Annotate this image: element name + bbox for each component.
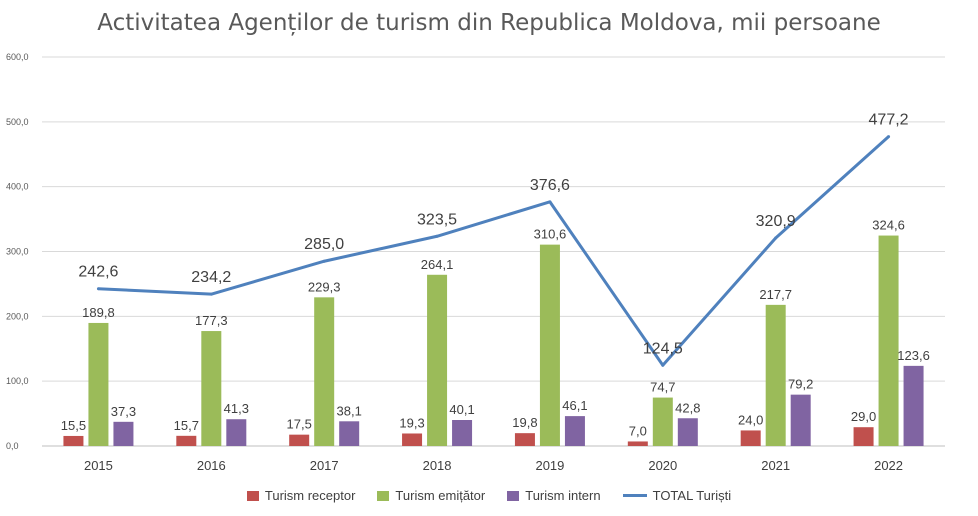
- data-label: 19,8: [512, 415, 537, 430]
- data-label: 42,8: [675, 400, 700, 415]
- y-tick-label: 400,0: [6, 182, 29, 192]
- bar: [314, 297, 335, 446]
- legend-item: Turism emițător: [377, 488, 485, 503]
- data-label: 189,8: [82, 305, 115, 320]
- line-data-label: 477,2: [869, 112, 909, 129]
- legend-item: TOTAL Turiști: [622, 488, 732, 503]
- bar: [765, 304, 786, 446]
- line-point: [209, 292, 213, 296]
- data-label: 310,6: [534, 227, 567, 242]
- data-label: 41,3: [224, 401, 249, 416]
- chart-legend: Turism receptor Turism emițător Turism int…: [0, 488, 978, 503]
- chart-title: Activitatea Agenților de turism din Repu…: [97, 10, 881, 36]
- legend-label: Turism emițător: [395, 488, 486, 503]
- bar: [339, 421, 360, 446]
- legend-label: Turism intern: [525, 488, 601, 503]
- data-label: 324,6: [872, 218, 905, 233]
- line-data-label: 376,6: [530, 177, 570, 194]
- x-tick-label: 2020: [648, 458, 677, 473]
- line-data-label: 320,9: [756, 213, 796, 230]
- y-tick-label: 100,0: [6, 376, 29, 386]
- data-label: 29,0: [851, 409, 876, 424]
- bar: [740, 430, 761, 446]
- bar: [289, 434, 310, 446]
- data-label: 15,5: [61, 418, 86, 433]
- x-tick-label: 2017: [310, 458, 339, 473]
- x-tick-label: 2022: [874, 458, 903, 473]
- legend-swatch: [622, 494, 647, 497]
- bar: [402, 433, 423, 446]
- line-point: [435, 234, 439, 238]
- total-line: [98, 135, 890, 367]
- data-label: 264,1: [421, 257, 454, 272]
- bar: [226, 419, 247, 446]
- data-label: 15,7: [174, 418, 199, 433]
- data-label: 229,3: [308, 279, 341, 294]
- x-tick-label: 2019: [535, 458, 564, 473]
- bar: [113, 421, 134, 446]
- bar: [853, 427, 874, 446]
- line-data-label: 323,5: [417, 211, 457, 228]
- data-label: 123,6: [897, 348, 930, 363]
- legend-swatch: [246, 490, 259, 501]
- data-label: 37,3: [111, 404, 136, 419]
- line-data-label: 124,5: [643, 340, 683, 357]
- y-tick-label: 0,0: [6, 441, 19, 451]
- bar: [88, 322, 109, 446]
- data-label: 46,1: [562, 398, 587, 413]
- line-point: [322, 259, 326, 263]
- y-tick-label: 600,0: [6, 52, 29, 62]
- bar: [63, 435, 84, 446]
- bar: [201, 331, 222, 446]
- bar: [452, 420, 473, 446]
- bar: [652, 397, 673, 446]
- line-point: [774, 236, 778, 240]
- bar: [176, 435, 197, 446]
- x-tick-label: 2015: [84, 458, 113, 473]
- x-tick-label: 2018: [423, 458, 452, 473]
- line-point: [96, 287, 100, 291]
- line-data-label: 242,6: [78, 264, 118, 281]
- data-label: 24,0: [738, 412, 763, 427]
- data-label: 177,3: [195, 313, 228, 328]
- legend-label: Turism receptor: [264, 488, 356, 503]
- bar: [564, 416, 585, 446]
- line-data-label: 234,2: [191, 269, 231, 286]
- bar: [627, 441, 648, 446]
- bar: [903, 365, 924, 446]
- legend-swatch: [377, 490, 390, 501]
- bar: [514, 433, 535, 446]
- bar: [878, 235, 899, 446]
- line-point: [887, 135, 891, 139]
- data-label: 17,5: [287, 417, 312, 432]
- data-label: 38,1: [337, 403, 362, 418]
- bar: [539, 244, 560, 446]
- data-label: 7,0: [629, 423, 647, 438]
- legend-item: Turism intern: [507, 488, 601, 503]
- line-point: [661, 363, 665, 367]
- data-label: 74,7: [650, 380, 675, 395]
- legend-item: Turism receptor: [246, 488, 356, 503]
- legend-label: TOTAL Turiști: [652, 488, 732, 503]
- line-point: [548, 200, 552, 204]
- line-data-label: 285,0: [304, 236, 344, 253]
- data-label: 40,1: [449, 402, 474, 417]
- x-tick-label: 2016: [197, 458, 226, 473]
- y-tick-label: 300,0: [6, 247, 29, 257]
- data-label: 79,2: [788, 377, 813, 392]
- bar: [427, 274, 448, 446]
- y-tick-label: 500,0: [6, 117, 29, 127]
- bar: [790, 394, 811, 446]
- data-label: 19,3: [399, 415, 424, 430]
- y-tick-label: 200,0: [6, 311, 29, 321]
- x-tick-label: 2021: [761, 458, 790, 473]
- legend-swatch: [507, 490, 520, 501]
- bar: [677, 418, 698, 446]
- data-label: 217,7: [759, 287, 792, 302]
